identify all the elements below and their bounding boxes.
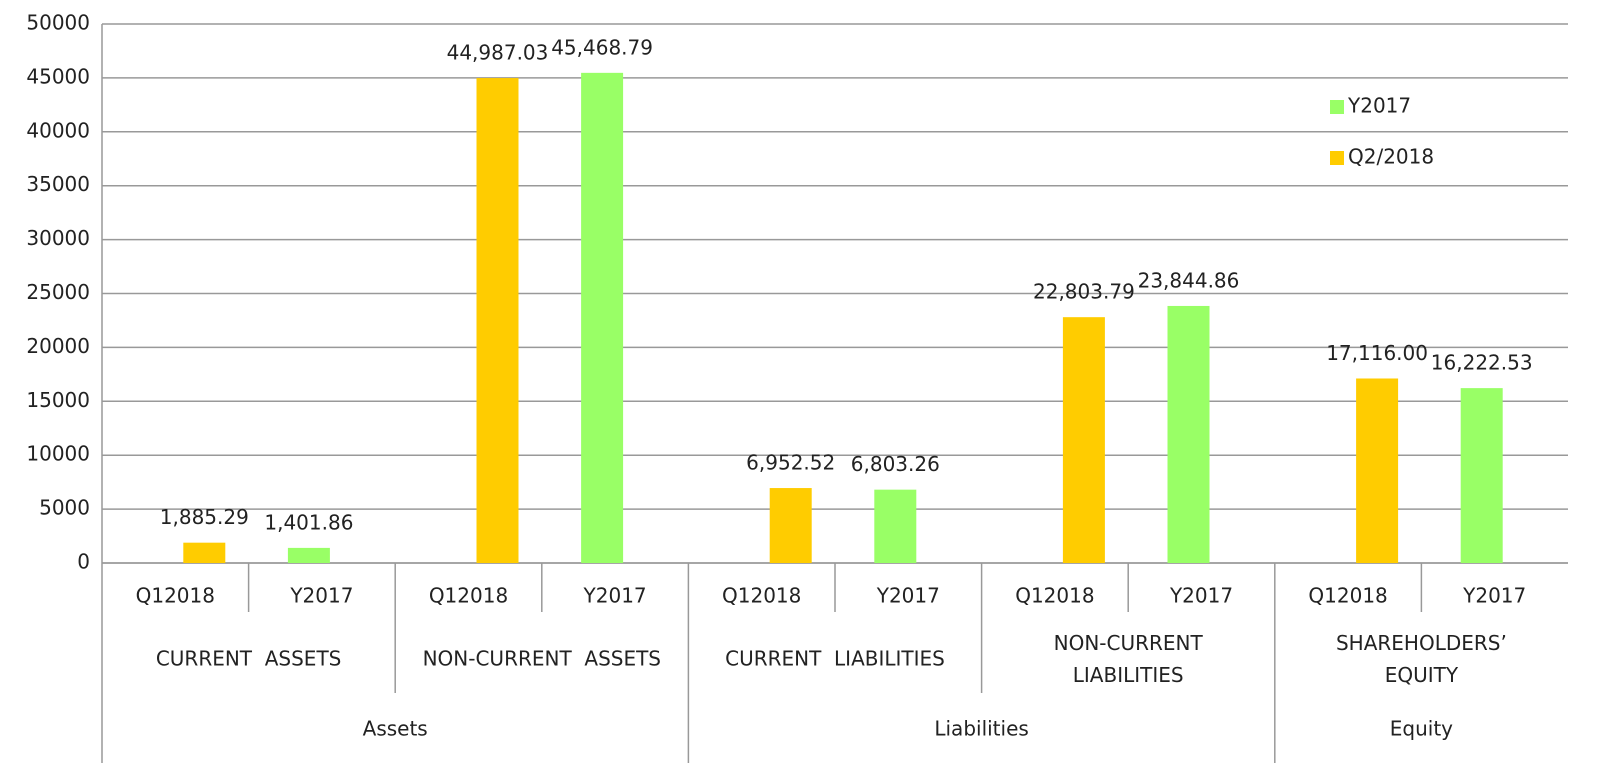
x-tick-label: Q12018 — [1308, 584, 1387, 608]
x-tick-label: Q12018 — [722, 584, 801, 608]
y-tick-label: 10000 — [26, 442, 90, 466]
legend-swatch — [1330, 100, 1344, 114]
bar — [581, 72, 624, 564]
data-label: 23,844.86 — [1138, 268, 1240, 292]
bar — [1062, 317, 1105, 563]
bar — [287, 547, 330, 563]
data-label: 16,222.53 — [1431, 351, 1533, 375]
group-label: CURRENT LIABILITIES — [725, 647, 945, 671]
y-tick-label: 40000 — [26, 118, 90, 142]
legend-swatch — [1330, 151, 1344, 165]
bar — [1167, 305, 1210, 563]
group-label: NON-CURRENT ASSETS — [423, 647, 661, 671]
data-label: 1,401.86 — [264, 510, 353, 534]
y-tick-label: 25000 — [26, 280, 90, 304]
x-tick-label: Q12018 — [136, 584, 215, 608]
top-group-label: Assets — [363, 717, 428, 741]
group-label: NON-CURRENT LIABILITIES — [1054, 631, 1204, 687]
data-label: 6,803.26 — [851, 452, 940, 476]
bar — [1356, 378, 1399, 563]
bar — [476, 78, 519, 563]
x-tick-label: Y2017 — [583, 584, 647, 608]
top-group-label: Equity — [1390, 717, 1453, 741]
y-tick-label: 50000 — [26, 11, 90, 35]
data-label: 17,116.00 — [1326, 341, 1428, 365]
bar — [1460, 388, 1503, 563]
group-label: CURRENT ASSETS — [156, 647, 342, 671]
x-tick-label: Y2017 — [1169, 584, 1233, 608]
legend-label: Y2017 — [1347, 94, 1411, 118]
data-label: 22,803.79 — [1033, 280, 1135, 304]
x-tick-label: Y2017 — [876, 584, 940, 608]
x-tick-label: Y2017 — [289, 584, 353, 608]
data-label: 44,987.03 — [447, 41, 549, 65]
bar — [874, 489, 917, 563]
data-label: 1,885.29 — [160, 505, 249, 529]
y-tick-label: 0 — [77, 550, 90, 574]
legend-label: Q2/2018 — [1348, 145, 1434, 169]
x-tick-label: Y2017 — [1462, 584, 1526, 608]
y-tick-label: 30000 — [26, 226, 90, 250]
data-label: 6,952.52 — [746, 451, 835, 475]
group-label: SHAREHOLDERS’ EQUITY — [1336, 631, 1507, 687]
y-tick-label: 5000 — [39, 496, 90, 520]
y-tick-label: 35000 — [26, 172, 90, 196]
x-tick-label: Q12018 — [1015, 584, 1094, 608]
x-tick-label: Q12018 — [429, 584, 508, 608]
top-group-label: Liabilities — [934, 717, 1028, 741]
data-label: 45,468.79 — [551, 35, 653, 59]
bar — [183, 542, 226, 563]
bar — [769, 488, 812, 563]
y-tick-label: 45000 — [26, 64, 90, 88]
y-tick-label: 20000 — [26, 334, 90, 358]
y-tick-label: 15000 — [26, 388, 90, 412]
